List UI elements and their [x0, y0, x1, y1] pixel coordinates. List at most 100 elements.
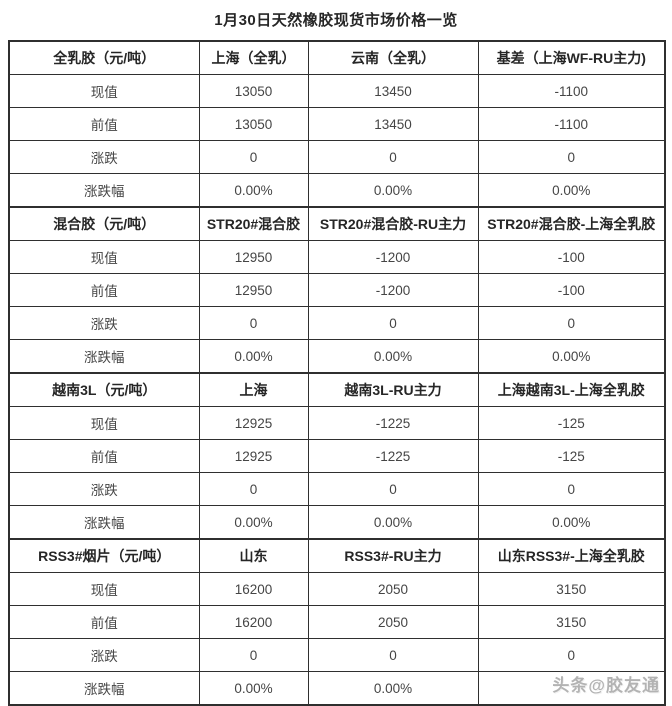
value-cell: -125 — [477, 439, 666, 473]
value-cell: 0 — [477, 472, 666, 506]
value-cell: 0 — [307, 140, 479, 174]
value-cell: -1100 — [477, 107, 666, 141]
section-1-header-row: 混合胶（元/吨） STR20#混合胶 STR20#混合胶-RU主力 STR20#混合胶… — [8, 206, 666, 241]
value-cell: 12925 — [198, 439, 309, 473]
value-cell: 0.00% — [198, 671, 309, 706]
value-cell: 0.00% — [477, 173, 666, 208]
row-label: 前值 — [8, 107, 200, 141]
value-cell: 16200 — [198, 605, 309, 639]
row-label: 涨跌 — [8, 306, 200, 340]
table-row: 涨跌幅 0.00% 0.00% — [8, 671, 666, 706]
section-title-cell: RSS3#烟片（元/吨） — [8, 538, 200, 573]
value-cell: 12950 — [198, 240, 309, 274]
value-cell: 0.00% — [307, 173, 479, 208]
table-row: 前值 16200 2050 3150 — [8, 605, 666, 639]
row-label: 前值 — [8, 439, 200, 473]
value-cell: 0.00% — [307, 505, 479, 540]
section-title-cell: 全乳胶（元/吨） — [8, 40, 200, 75]
table-row: 涨跌幅 0.00% 0.00% 0.00% — [8, 505, 666, 540]
value-cell: -1225 — [307, 406, 479, 440]
column-header-cell: 上海越南3L-上海全乳胶 — [477, 372, 666, 407]
value-cell: -1200 — [307, 240, 479, 274]
value-cell: 0 — [198, 472, 309, 506]
row-label: 涨跌 — [8, 140, 200, 174]
table-row: 现值 12950 -1200 -100 — [8, 240, 666, 274]
row-label: 现值 — [8, 572, 200, 606]
value-cell: 0 — [477, 638, 666, 672]
row-label: 前值 — [8, 605, 200, 639]
column-header-cell: 基差（上海WF-RU主力) — [477, 40, 666, 75]
table-row: 涨跌 0 0 0 — [8, 306, 666, 340]
row-label: 涨跌幅 — [8, 671, 200, 706]
table-row: 涨跌幅 0.00% 0.00% 0.00% — [8, 339, 666, 374]
value-cell: 3150 — [477, 605, 666, 639]
row-label: 涨跌 — [8, 638, 200, 672]
value-cell: -1100 — [477, 74, 666, 108]
value-cell: 0 — [198, 638, 309, 672]
value-cell: -100 — [477, 240, 666, 274]
row-label: 前值 — [8, 273, 200, 307]
value-cell: 0.00% — [198, 339, 309, 374]
section-2-header-row: 越南3L（元/吨） 上海 越南3L-RU主力 上海越南3L-上海全乳胶 — [8, 372, 666, 407]
section-3-header-row: RSS3#烟片（元/吨） 山东 RSS3#-RU主力 山东RSS3#-上海全乳胶 — [8, 538, 666, 573]
row-label: 现值 — [8, 406, 200, 440]
price-table: 全乳胶（元/吨） 上海（全乳） 云南（全乳） 基差（上海WF-RU主力) 现值 13050… — [8, 40, 666, 706]
table-row: 前值 12925 -1225 -125 — [8, 439, 666, 473]
row-label: 涨跌幅 — [8, 505, 200, 540]
value-cell: 2050 — [307, 605, 479, 639]
table-row: 涨跌幅 0.00% 0.00% 0.00% — [8, 173, 666, 208]
value-cell: 0 — [307, 472, 479, 506]
table-row: 涨跌 0 0 0 — [8, 140, 666, 174]
value-cell: 12925 — [198, 406, 309, 440]
column-header-cell: 云南（全乳） — [307, 40, 479, 75]
value-cell: 0 — [307, 306, 479, 340]
row-label: 现值 — [8, 74, 200, 108]
value-cell: 13450 — [307, 107, 479, 141]
column-header-cell: 山东RSS3#-上海全乳胶 — [477, 538, 666, 573]
table-row: 前值 12950 -1200 -100 — [8, 273, 666, 307]
table-row: 前值 13050 13450 -1100 — [8, 107, 666, 141]
table-row: 涨跌 0 0 0 — [8, 638, 666, 672]
value-cell: 0.00% — [198, 173, 309, 208]
section-title-cell: 越南3L（元/吨） — [8, 372, 200, 407]
value-cell: -100 — [477, 273, 666, 307]
value-cell: -125 — [477, 406, 666, 440]
value-cell: 0.00% — [307, 339, 479, 374]
row-label: 涨跌幅 — [8, 339, 200, 374]
value-cell: 2050 — [307, 572, 479, 606]
row-label: 现值 — [8, 240, 200, 274]
column-header-cell: RSS3#-RU主力 — [307, 538, 479, 573]
value-cell: 13050 — [198, 107, 309, 141]
value-cell: 0.00% — [477, 505, 666, 540]
column-header-cell: STR20#混合胶-RU主力 — [307, 206, 479, 241]
value-cell: 13450 — [307, 74, 479, 108]
column-header-cell: 越南3L-RU主力 — [307, 372, 479, 407]
value-cell: 0 — [198, 140, 309, 174]
section-0-header-row: 全乳胶（元/吨） 上海（全乳） 云南（全乳） 基差（上海WF-RU主力) — [8, 40, 666, 75]
value-cell: -1200 — [307, 273, 479, 307]
column-header-cell: STR20#混合胶-上海全乳胶 — [477, 206, 666, 241]
value-cell: 0.00% — [198, 505, 309, 540]
value-cell: -1225 — [307, 439, 479, 473]
value-cell: 12950 — [198, 273, 309, 307]
row-label: 涨跌幅 — [8, 173, 200, 208]
value-cell: 3150 — [477, 572, 666, 606]
table-row: 涨跌 0 0 0 — [8, 472, 666, 506]
column-header-cell: 上海（全乳） — [198, 40, 309, 75]
value-cell — [477, 671, 666, 706]
column-header-cell: 山东 — [198, 538, 309, 573]
value-cell: 0 — [477, 140, 666, 174]
value-cell: 0 — [477, 306, 666, 340]
column-header-cell: 上海 — [198, 372, 309, 407]
page-title: 1月30日天然橡胶现货市场价格一览 — [214, 12, 458, 29]
value-cell: 0 — [307, 638, 479, 672]
value-cell: 0 — [198, 306, 309, 340]
row-label: 涨跌 — [8, 472, 200, 506]
table-row: 现值 12925 -1225 -125 — [8, 406, 666, 440]
value-cell: 16200 — [198, 572, 309, 606]
table-row: 现值 16200 2050 3150 — [8, 572, 666, 606]
value-cell: 13050 — [198, 74, 309, 108]
column-header-cell: STR20#混合胶 — [198, 206, 309, 241]
value-cell: 0.00% — [477, 339, 666, 374]
table-row: 现值 13050 13450 -1100 — [8, 74, 666, 108]
